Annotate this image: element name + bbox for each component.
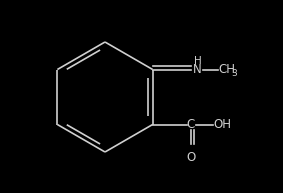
Text: CH: CH — [219, 63, 236, 76]
Text: OH: OH — [214, 118, 231, 131]
Text: N: N — [193, 63, 201, 76]
Text: C: C — [186, 118, 195, 131]
Text: 3: 3 — [231, 69, 237, 78]
Text: H: H — [194, 56, 201, 65]
Text: O: O — [186, 151, 195, 163]
